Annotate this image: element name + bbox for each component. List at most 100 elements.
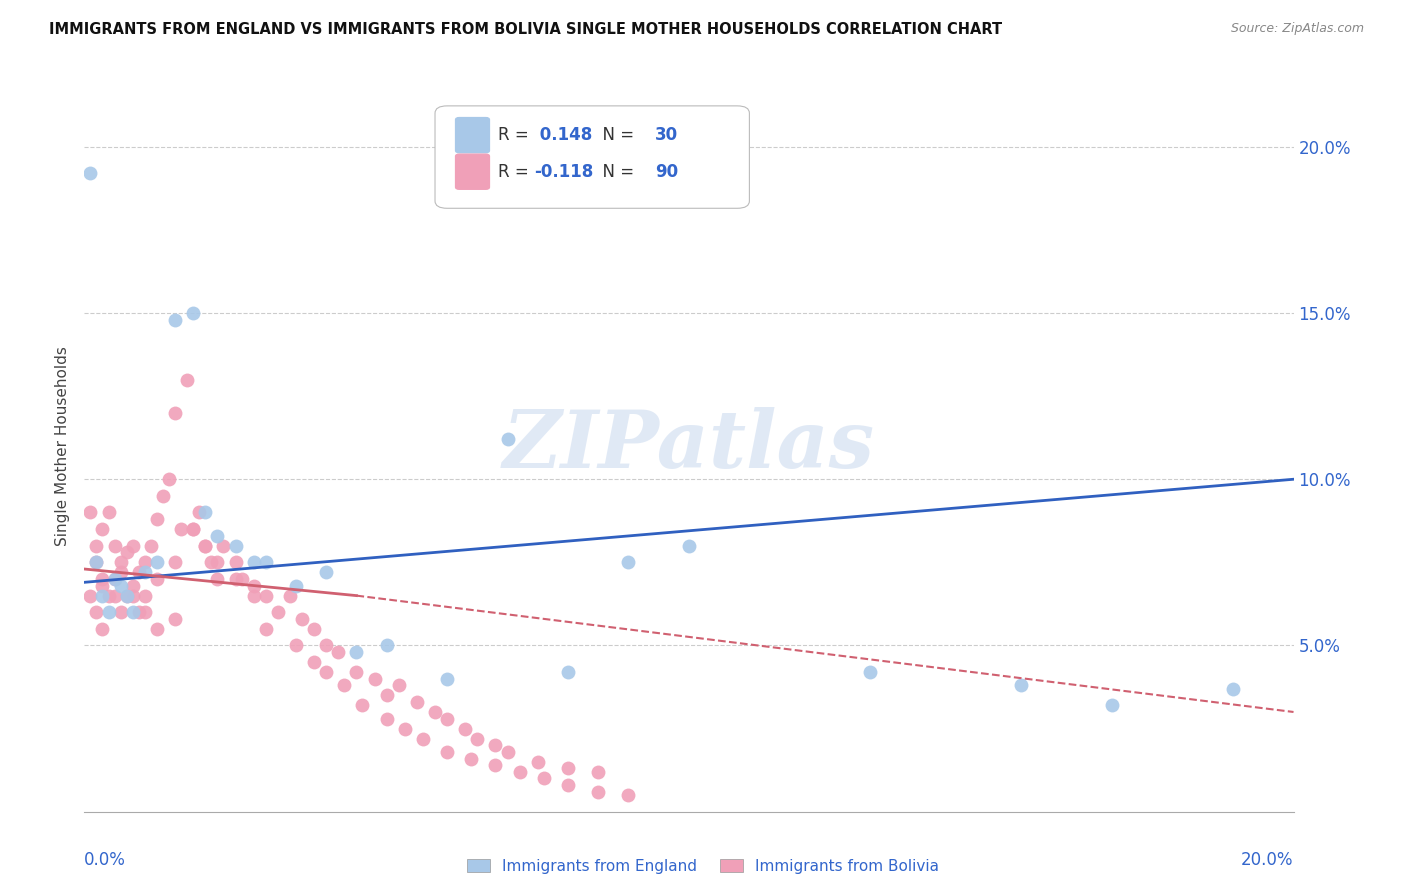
- Point: [97, 605, 120, 619]
- Point: [104, 539, 127, 553]
- Point: [588, 764, 610, 779]
- Point: [181, 522, 204, 536]
- Point: [225, 555, 247, 569]
- Text: 20.0%: 20.0%: [1241, 851, 1294, 869]
- Point: [128, 605, 150, 619]
- Point: [302, 655, 325, 669]
- Point: [617, 788, 640, 802]
- Point: [557, 762, 579, 776]
- Point: [146, 512, 169, 526]
- Point: [207, 529, 229, 543]
- Point: [97, 589, 120, 603]
- Point: [134, 566, 156, 580]
- Point: [165, 406, 187, 420]
- Point: [406, 695, 429, 709]
- Point: [267, 605, 290, 619]
- Point: [86, 555, 108, 569]
- Point: [333, 678, 356, 692]
- Point: [91, 579, 114, 593]
- Point: [181, 522, 204, 536]
- Point: [128, 566, 150, 580]
- Point: [315, 639, 337, 653]
- Point: [146, 555, 169, 569]
- Point: [460, 751, 482, 765]
- Point: [315, 566, 337, 580]
- Point: [363, 672, 385, 686]
- Point: [291, 612, 314, 626]
- Point: [436, 745, 458, 759]
- Point: [115, 545, 138, 559]
- Point: [165, 312, 187, 326]
- FancyBboxPatch shape: [456, 118, 489, 153]
- Point: [225, 539, 247, 553]
- Point: [412, 731, 434, 746]
- Point: [97, 506, 120, 520]
- Point: [1222, 681, 1244, 696]
- Point: [467, 731, 489, 746]
- Y-axis label: Single Mother Households: Single Mother Households: [55, 346, 70, 546]
- Point: [207, 572, 229, 586]
- Text: N =: N =: [592, 162, 640, 181]
- Point: [110, 566, 132, 580]
- Point: [346, 665, 368, 679]
- Point: [352, 698, 374, 713]
- Point: [254, 622, 277, 636]
- Point: [375, 689, 398, 703]
- Point: [194, 506, 217, 520]
- Point: [86, 605, 108, 619]
- Point: [254, 589, 277, 603]
- Text: Source: ZipAtlas.com: Source: ZipAtlas.com: [1230, 22, 1364, 36]
- Text: IMMIGRANTS FROM ENGLAND VS IMMIGRANTS FROM BOLIVIA SINGLE MOTHER HOUSEHOLDS CORR: IMMIGRANTS FROM ENGLAND VS IMMIGRANTS FR…: [49, 22, 1002, 37]
- Point: [588, 785, 610, 799]
- Point: [110, 555, 132, 569]
- Text: R =: R =: [498, 126, 534, 145]
- Point: [134, 605, 156, 619]
- Point: [388, 678, 411, 692]
- Point: [533, 772, 555, 786]
- FancyBboxPatch shape: [434, 106, 749, 209]
- Point: [375, 639, 398, 653]
- Text: ZIPatlas: ZIPatlas: [503, 408, 875, 484]
- Point: [194, 539, 217, 553]
- Point: [165, 555, 187, 569]
- Point: [454, 722, 477, 736]
- Point: [121, 589, 143, 603]
- Point: [134, 589, 156, 603]
- Point: [557, 665, 579, 679]
- Point: [170, 522, 193, 536]
- Point: [328, 645, 350, 659]
- Point: [134, 555, 156, 569]
- Point: [110, 605, 132, 619]
- Point: [104, 572, 127, 586]
- Point: [254, 555, 277, 569]
- Point: [346, 645, 368, 659]
- Point: [375, 712, 398, 726]
- Point: [181, 306, 204, 320]
- Point: [231, 572, 253, 586]
- Text: R =: R =: [498, 162, 534, 181]
- Point: [285, 639, 308, 653]
- Text: 30: 30: [655, 126, 678, 145]
- Point: [436, 712, 458, 726]
- Point: [242, 589, 264, 603]
- Point: [79, 166, 101, 180]
- Point: [104, 572, 127, 586]
- Point: [86, 555, 108, 569]
- Point: [200, 555, 222, 569]
- Point: [242, 555, 264, 569]
- Legend: Immigrants from England, Immigrants from Bolivia: Immigrants from England, Immigrants from…: [461, 853, 945, 880]
- Point: [194, 539, 217, 553]
- Text: N =: N =: [592, 126, 640, 145]
- Point: [302, 622, 325, 636]
- Text: 0.148: 0.148: [534, 126, 592, 145]
- Point: [484, 738, 506, 752]
- Point: [285, 579, 308, 593]
- Point: [484, 758, 506, 772]
- FancyBboxPatch shape: [456, 154, 489, 189]
- Point: [242, 579, 264, 593]
- Point: [91, 572, 114, 586]
- Point: [207, 555, 229, 569]
- Point: [165, 612, 187, 626]
- Point: [423, 705, 446, 719]
- Point: [121, 539, 143, 553]
